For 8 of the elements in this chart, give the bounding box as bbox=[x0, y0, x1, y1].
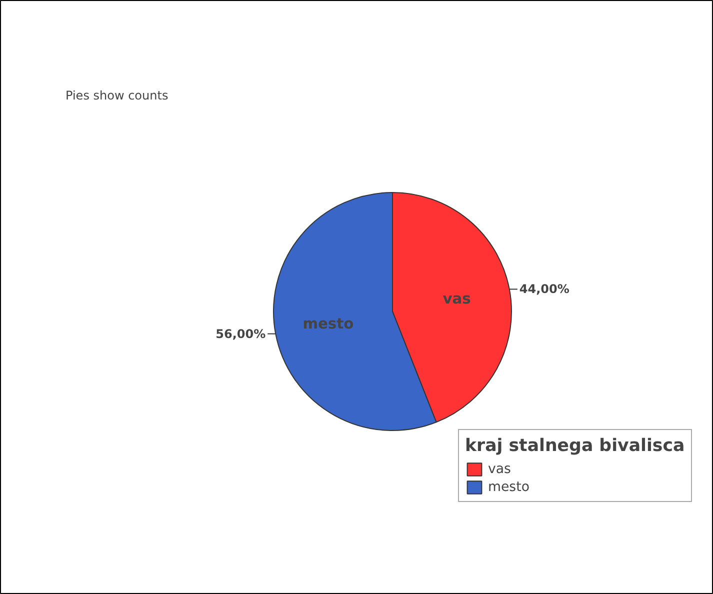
data-label: 56,00% bbox=[216, 326, 266, 341]
slice-label: vas bbox=[442, 290, 472, 308]
legend-label: vas bbox=[488, 461, 511, 477]
legend-label: mesto bbox=[488, 479, 530, 495]
text: Pies show counts bbox=[66, 88, 168, 102]
data-label: 44,00% bbox=[519, 282, 570, 296]
slice-label: mesto bbox=[302, 315, 354, 332]
legend-title: kraj stalnega bivalisca bbox=[465, 436, 685, 456]
